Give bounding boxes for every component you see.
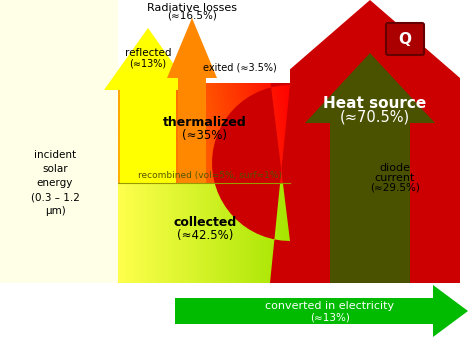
Text: Radiative losses: Radiative losses — [147, 3, 237, 13]
Text: converted in electricity: converted in electricity — [265, 301, 394, 311]
Polygon shape — [175, 285, 468, 337]
Text: (≈13%): (≈13%) — [129, 58, 166, 68]
Text: recombined (vol=5%, surf≈1%): recombined (vol=5%, surf≈1%) — [138, 171, 282, 180]
Polygon shape — [212, 0, 460, 283]
Text: (≈42.5%): (≈42.5%) — [177, 228, 233, 241]
Polygon shape — [305, 53, 435, 283]
Text: (≈29.5%): (≈29.5%) — [370, 183, 420, 193]
Text: Q: Q — [399, 31, 411, 47]
Bar — [0, 0, 290, 83]
FancyBboxPatch shape — [386, 23, 424, 55]
Text: incident
solar
energy
(0.3 – 1.2
μm): incident solar energy (0.3 – 1.2 μm) — [30, 150, 80, 216]
Text: thermalized: thermalized — [163, 117, 247, 129]
Bar — [0, 83, 290, 283]
Text: current: current — [375, 173, 415, 183]
Polygon shape — [167, 18, 217, 183]
Text: (≈70.5%): (≈70.5%) — [340, 110, 410, 124]
Text: reflected: reflected — [125, 48, 171, 58]
Text: Heat source: Heat source — [323, 96, 427, 111]
Text: diode: diode — [380, 163, 410, 173]
Text: (≈35%): (≈35%) — [182, 128, 228, 142]
Text: (≈16.5%): (≈16.5%) — [167, 11, 217, 21]
Text: collected: collected — [173, 217, 237, 230]
Text: exited (≈3.5%): exited (≈3.5%) — [203, 63, 277, 73]
Polygon shape — [104, 28, 192, 183]
Text: (≈13%): (≈13%) — [310, 312, 350, 322]
Bar — [0, 0, 118, 83]
